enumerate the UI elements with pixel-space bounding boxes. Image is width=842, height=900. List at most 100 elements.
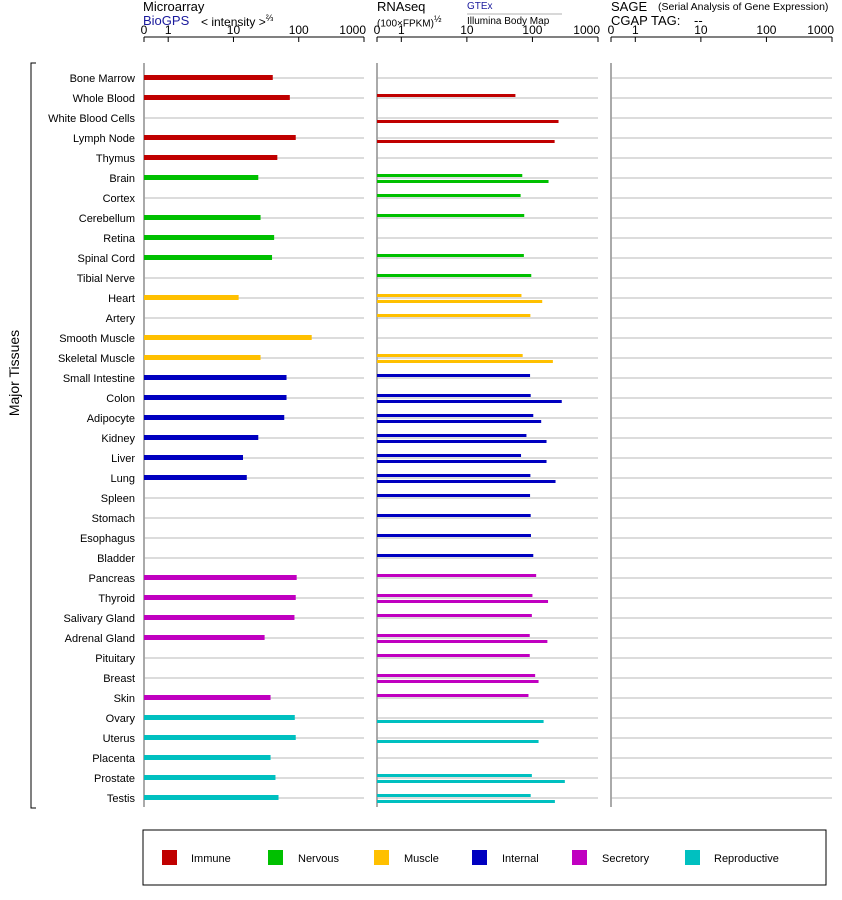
rnaseq-ibm-bar bbox=[377, 740, 539, 743]
rnaseq-ibm-bar bbox=[377, 440, 547, 443]
rnaseq-gtex-bar bbox=[377, 94, 516, 97]
sage-tick-label: 100 bbox=[756, 23, 776, 37]
sage-tick-label: 1 bbox=[632, 23, 639, 37]
microarray-source-link[interactable]: BioGPS bbox=[143, 13, 190, 28]
tissue-label: Tibial Nerve bbox=[77, 273, 135, 285]
tissue-label: Skin bbox=[114, 693, 135, 705]
rnaseq-gtex-bar bbox=[377, 314, 531, 317]
rnaseq-gtex-bar bbox=[377, 294, 522, 297]
tissue-label: Whole Blood bbox=[73, 93, 135, 105]
tissue-label: Adipocyte bbox=[87, 413, 135, 425]
legend-swatch bbox=[268, 850, 283, 865]
rnaseq-gtex-bar bbox=[377, 494, 531, 497]
rnaseq-tick-label: 0 bbox=[374, 23, 381, 37]
major-tissues-label: Major Tissues bbox=[6, 330, 22, 416]
tissue-label: Heart bbox=[108, 293, 135, 305]
microarray-bar bbox=[144, 755, 271, 760]
rnaseq-gtex-bar bbox=[377, 634, 530, 637]
microarray-bar bbox=[144, 175, 259, 180]
microarray-bar bbox=[144, 795, 279, 800]
rnaseq-gtex-bar bbox=[377, 574, 537, 577]
rnaseq-title: RNAseq bbox=[377, 0, 426, 14]
microarray-bar bbox=[144, 695, 271, 700]
tissue-label: White Blood Cells bbox=[48, 113, 135, 125]
tissue-label: Skeletal Muscle bbox=[58, 353, 135, 365]
legend-swatch bbox=[162, 850, 177, 865]
rnaseq-gtex-bar bbox=[377, 394, 531, 397]
rnaseq-ibm-bar bbox=[377, 420, 542, 423]
legend-swatch bbox=[685, 850, 700, 865]
microarray-bar bbox=[144, 295, 239, 300]
rnaseq-gtex-bar bbox=[377, 354, 523, 357]
sage-tag-value: -- bbox=[694, 13, 703, 28]
microarray-bar bbox=[144, 715, 295, 720]
microarray-bar bbox=[144, 155, 278, 160]
tissue-label: Lung bbox=[111, 473, 135, 485]
microarray-measure: < intensity >⅔ bbox=[201, 13, 273, 29]
tissue-label: Thyroid bbox=[98, 593, 135, 605]
microarray-bar bbox=[144, 435, 259, 440]
tissue-label: Retina bbox=[103, 233, 136, 245]
rnaseq-ibm-bar bbox=[377, 400, 562, 403]
microarray-bar bbox=[144, 335, 312, 340]
tissue-label: Breast bbox=[103, 673, 135, 685]
rnaseq-gtex-bar bbox=[377, 434, 527, 437]
tissue-label: Bladder bbox=[97, 553, 135, 565]
tissue-label: Lymph Node bbox=[73, 133, 135, 145]
microarray-bar bbox=[144, 635, 265, 640]
legend-swatch bbox=[472, 850, 487, 865]
microarray-exponent: ⅔ bbox=[265, 13, 274, 23]
tissue-label: Pituitary bbox=[95, 653, 135, 665]
microarray-bar bbox=[144, 95, 290, 100]
microarray-title: Microarray bbox=[143, 0, 205, 14]
microarray-bar bbox=[144, 235, 275, 240]
tissue-label: Pancreas bbox=[89, 573, 136, 585]
microarray-tick-label: 0 bbox=[141, 23, 148, 37]
rnaseq-ibm-bar bbox=[377, 140, 555, 143]
tissue-label: Esophagus bbox=[80, 533, 136, 545]
rnaseq-gtex-bar bbox=[377, 614, 532, 617]
rnaseq-tick-label: 100 bbox=[522, 23, 542, 37]
rnaseq-gtex-bar bbox=[377, 534, 531, 537]
rnaseq-tick-label: 1000 bbox=[573, 23, 600, 37]
rnaseq-exponent: ½ bbox=[433, 14, 442, 24]
microarray-tick-label: 10 bbox=[227, 23, 241, 37]
rnaseq-gtex-bar bbox=[377, 174, 523, 177]
tissue-label: Uterus bbox=[103, 733, 136, 745]
legend-box bbox=[142, 829, 827, 886]
rnaseq-gtex-bar bbox=[377, 254, 524, 257]
sage-tag-label: CGAP TAG: bbox=[611, 13, 681, 28]
rnaseq-gtex-bar bbox=[377, 594, 533, 597]
rnaseq-ibm-bar bbox=[377, 180, 549, 183]
tissue-label: Cortex bbox=[103, 193, 136, 205]
tissue-label: Ovary bbox=[106, 713, 136, 725]
gtex-source-link[interactable]: GTEx bbox=[467, 1, 493, 12]
ibm-source-label: Illumina Body Map bbox=[467, 16, 550, 27]
sage-tick-label: 1000 bbox=[807, 23, 834, 37]
sage-subtitle: (Serial Analysis of Gene Expression) bbox=[658, 1, 829, 13]
tissue-label: Spinal Cord bbox=[78, 253, 135, 265]
legend-label: Nervous bbox=[298, 853, 339, 865]
tissue-label: Cerebellum bbox=[79, 213, 135, 225]
rnaseq-gtex-bar bbox=[377, 774, 532, 777]
rnaseq-gtex-bar bbox=[377, 694, 529, 697]
tissue-label: Smooth Muscle bbox=[59, 333, 135, 345]
tissue-label: Liver bbox=[111, 453, 135, 465]
rnaseq-gtex-bar bbox=[377, 374, 531, 377]
rnaseq-tick-label: 1 bbox=[398, 23, 405, 37]
legend-swatch bbox=[572, 850, 587, 865]
microarray-bar bbox=[144, 355, 261, 360]
tissue-label: Colon bbox=[106, 393, 135, 405]
microarray-bar bbox=[144, 415, 285, 420]
microarray-measure-text: < intensity > bbox=[201, 15, 266, 29]
tissue-label: Testis bbox=[107, 793, 136, 805]
rnaseq-gtex-bar bbox=[377, 414, 534, 417]
microarray-tick-label: 100 bbox=[289, 23, 309, 37]
microarray-bar bbox=[144, 735, 296, 740]
microarray-bar bbox=[144, 375, 287, 380]
rnaseq-ibm-bar bbox=[377, 780, 565, 783]
legend-swatch bbox=[374, 850, 389, 865]
microarray-bar bbox=[144, 395, 287, 400]
tissue-label: Prostate bbox=[94, 773, 135, 785]
